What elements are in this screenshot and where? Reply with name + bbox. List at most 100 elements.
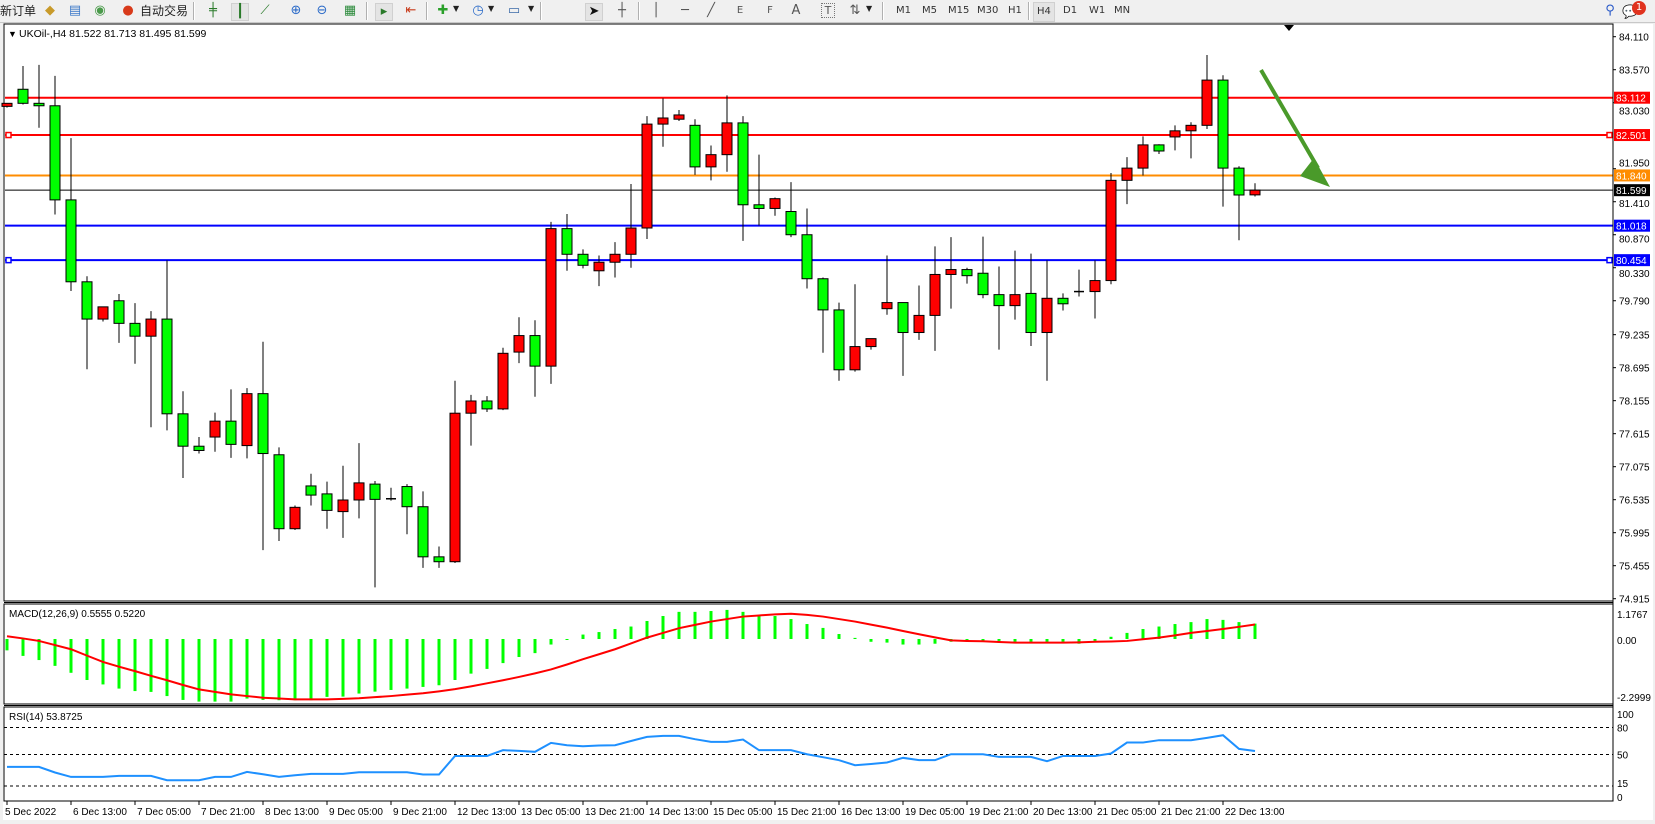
- candle: [1233, 166, 1245, 241]
- candle-body: [497, 352, 509, 410]
- timeframe-m15[interactable]: M15: [948, 5, 970, 16]
- auto-trading-button[interactable]: 自动交易: [140, 4, 189, 18]
- text-label-icon[interactable]: T: [821, 3, 835, 18]
- macd-histogram-bar: [645, 620, 649, 639]
- price-label-bid: 81.599: [1614, 184, 1650, 197]
- macd-histogram-bar: [213, 639, 217, 702]
- time-axis-label: 19 Dec 05:00: [905, 807, 965, 818]
- cursor-icon[interactable]: ➤: [585, 3, 603, 21]
- chart-shift-icon[interactable]: ⇤: [405, 3, 417, 18]
- timeframe-m30[interactable]: M30: [977, 5, 999, 16]
- auto-scroll-icon[interactable]: ▸: [375, 3, 393, 21]
- timeframe-h4[interactable]: H4: [1033, 2, 1055, 22]
- candle-body: [1169, 130, 1181, 138]
- candle: [737, 116, 749, 241]
- notification-badge[interactable]: 1: [1632, 1, 1646, 15]
- collapse-triangle-icon[interactable]: ▼: [8, 29, 17, 39]
- line-chart-icon[interactable]: ⟋: [260, 3, 270, 18]
- indicators-icon[interactable]: ✚: [437, 3, 449, 18]
- candle: [1201, 55, 1213, 129]
- tile-windows-icon[interactable]: ▦: [343, 3, 357, 18]
- arrows-icon[interactable]: ⇅: [849, 3, 861, 18]
- separator: [193, 2, 195, 20]
- candle-body: [1105, 179, 1117, 282]
- candle-body: [465, 400, 477, 414]
- level-handle-icon[interactable]: [5, 131, 12, 139]
- metaeditor-icon[interactable]: ◆: [45, 3, 55, 18]
- zoom-out-icon[interactable]: ⊖: [316, 3, 328, 18]
- macd-histogram-bar: [981, 639, 985, 641]
- price-label-box: [1614, 91, 1650, 104]
- timeframe-m1[interactable]: M1: [896, 5, 911, 16]
- time-axis-label: 13 Dec 21:00: [585, 807, 645, 818]
- level-handle-icon[interactable]: [1606, 256, 1613, 264]
- fibonacci-icon[interactable]: F: [762, 3, 778, 19]
- macd-histogram-bar: [293, 639, 297, 701]
- text-tool-icon[interactable]: A: [788, 3, 804, 19]
- candle: [113, 294, 125, 343]
- candle: [81, 276, 93, 370]
- price-tick-label: 78.155: [1619, 397, 1650, 408]
- chevron-down-icon[interactable]: ▼: [866, 4, 873, 13]
- zoom-in-icon[interactable]: ⊕: [290, 3, 302, 18]
- chart-shift-marker-icon[interactable]: [1284, 25, 1294, 31]
- vertical-line-icon[interactable]: │: [652, 3, 660, 18]
- candle: [353, 443, 365, 519]
- price-tick-label: 76.535: [1619, 496, 1650, 507]
- signals-icon[interactable]: ◉: [94, 3, 106, 18]
- timeframe-w1[interactable]: W1: [1089, 5, 1106, 16]
- timeframe-d1[interactable]: D1: [1063, 5, 1078, 16]
- chevron-down-icon[interactable]: ▼: [488, 4, 495, 13]
- timeframe-m5[interactable]: M5: [922, 5, 937, 16]
- navigator-icon[interactable]: ▤: [68, 3, 82, 18]
- bar-chart-icon[interactable]: ╪: [209, 3, 217, 18]
- macd-histogram-bar: [597, 632, 601, 639]
- templates-icon[interactable]: ▭: [507, 3, 521, 18]
- search-icon[interactable]: ⚲: [1605, 3, 1615, 18]
- chevron-down-icon[interactable]: ▼: [528, 4, 535, 13]
- time-axis-label: 15 Dec 21:00: [777, 807, 837, 818]
- candle-body: [81, 281, 93, 320]
- candle: [417, 491, 429, 568]
- fibo-channel-icon[interactable]: E: [732, 3, 748, 19]
- timeframe-h1[interactable]: H1: [1008, 5, 1022, 16]
- macd-label: MACD(12,26,9) 0.5555 0.5220: [9, 609, 146, 620]
- candle: [961, 267, 973, 284]
- candlestick-chart-icon[interactable]: ┃: [231, 3, 249, 21]
- auto-trading-icon[interactable]: ●: [122, 3, 134, 18]
- time-axis-label: 5 Dec 2022: [5, 807, 57, 818]
- time-axis-label: 15 Dec 05:00: [713, 807, 773, 818]
- macd-histogram-bar: [1061, 639, 1065, 642]
- price-tick-label: 81.950: [1619, 158, 1650, 169]
- macd-histogram-bar: [501, 639, 505, 664]
- candle-body: [705, 154, 717, 168]
- macd-histogram-bar: [1045, 639, 1049, 642]
- macd-histogram-bar: [53, 639, 57, 666]
- level-handle-icon[interactable]: [5, 256, 12, 264]
- candle-body: [881, 302, 893, 310]
- macd-histogram-bar: [389, 639, 393, 690]
- down-arrow-annotation[interactable]: [1259, 68, 1330, 187]
- candle-body: [785, 211, 797, 236]
- rsi-axis-label: 100: [1617, 710, 1634, 721]
- horizontal-line-icon[interactable]: ─: [681, 3, 689, 18]
- periods-clock-icon[interactable]: ◷: [472, 3, 484, 18]
- trendline-icon[interactable]: ╱: [707, 3, 715, 18]
- macd-histogram-bar: [613, 629, 617, 639]
- new-order-button[interactable]: 新订单: [0, 4, 37, 18]
- candle: [865, 338, 877, 350]
- candle: [129, 303, 141, 364]
- separator: [426, 2, 428, 20]
- chevron-down-icon[interactable]: ▼: [453, 4, 460, 13]
- candle: [913, 285, 925, 340]
- candle: [1169, 125, 1181, 151]
- candle: [33, 64, 45, 128]
- crosshair-icon[interactable]: ┼: [618, 3, 626, 18]
- level-handle-icon[interactable]: [1606, 131, 1613, 139]
- macd-histogram-bar: [709, 611, 713, 639]
- candle: [801, 208, 813, 289]
- rsi-line: [7, 734, 1256, 782]
- macd-histogram-bar: [485, 639, 489, 669]
- timeframe-mn[interactable]: MN: [1114, 5, 1131, 16]
